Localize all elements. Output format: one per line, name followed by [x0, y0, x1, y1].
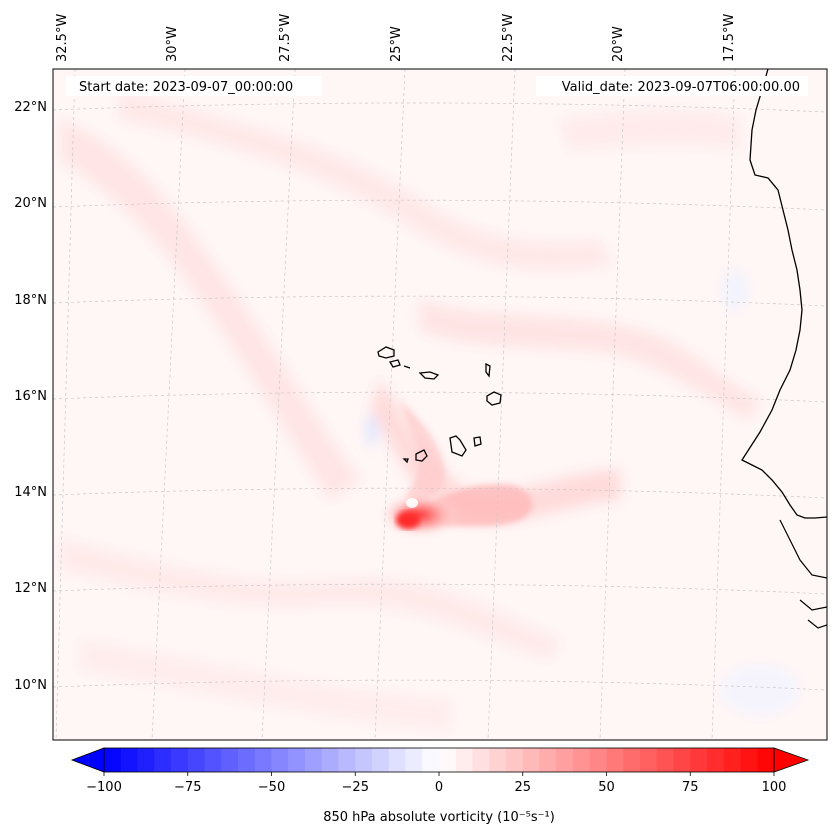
- colorbar-tick-label: −75: [174, 780, 201, 795]
- lat-label: 12°N: [14, 581, 47, 596]
- colorbar-cell: [120, 748, 138, 772]
- colorbar-cell: [154, 748, 172, 772]
- vorticity-field: [60, 90, 800, 730]
- coastline-west-africa: [741, 69, 827, 519]
- colorbar-cell: [455, 748, 473, 772]
- colorbar-cell: [254, 748, 272, 772]
- colorbar-tick-label: −25: [342, 780, 369, 795]
- lon-label: 27.5°W: [278, 14, 293, 62]
- colorbar-cell: [472, 748, 490, 772]
- lat-label: 10°N: [14, 678, 47, 693]
- colorbar-cell: [171, 748, 189, 772]
- colorbar-label: 850 hPa absolute vorticity (10⁻⁵s⁻¹): [323, 810, 555, 825]
- colorbar-cell: [640, 748, 658, 772]
- valid-date-label: Valid_date: 2023-09-07T06:00:00.00: [562, 80, 800, 95]
- start-date-label: Start date: 2023-09-07_00:00:00: [79, 80, 293, 95]
- colorbar-cell: [388, 748, 406, 772]
- colorbar-cell: [556, 748, 574, 772]
- colorbar-extend-right: [773, 747, 810, 773]
- lon-label: 20°W: [611, 26, 626, 62]
- map-background: [53, 69, 827, 740]
- lat-label: 20°N: [14, 196, 47, 211]
- lat-label: 14°N: [14, 485, 47, 500]
- colorbar-cell: [321, 748, 339, 772]
- colorbar-cell: [271, 748, 289, 772]
- colorbar-cell: [372, 748, 390, 772]
- colorbar-cell: [539, 748, 557, 772]
- colorbar-cell: [489, 748, 507, 772]
- colorbar-tick-label: −100: [86, 780, 122, 795]
- lon-label: 22.5°W: [501, 14, 516, 62]
- lat-label: 16°N: [14, 389, 47, 404]
- colorbar-cell: [439, 748, 457, 772]
- colorbar-cell: [723, 748, 741, 772]
- colorbar-cell: [506, 748, 524, 772]
- colorbar-tick-label: 50: [598, 780, 615, 795]
- colorbar-tick-label: −50: [258, 780, 285, 795]
- lat-label: 22°N: [14, 100, 47, 115]
- colorbar-cell: [573, 748, 591, 772]
- colorbar-tick-label: 25: [514, 780, 531, 795]
- longitude-labels: 32.5°W 30°W 27.5°W 25°W 22.5°W 20°W 17.5…: [55, 14, 737, 62]
- colorbar-cell: [707, 748, 725, 772]
- colorbar-tick-label: 0: [435, 780, 443, 795]
- colorbar-cell: [422, 748, 440, 772]
- colorbar-cell: [238, 748, 256, 772]
- colorbar-cell: [137, 748, 155, 772]
- lon-label: 30°W: [165, 26, 180, 62]
- colorbar-cell: [204, 748, 222, 772]
- colorbar: −100 −75 −50 −25 0 25 50 75 100 850 hPa absolute…: [70, 747, 810, 825]
- colorbar-cell: [187, 748, 205, 772]
- colorbar-cell: [656, 748, 674, 772]
- colorbar-extend-left: [70, 747, 105, 773]
- map-panel: Start date: 2023-09-07_00:00:00 Valid_da…: [14, 14, 828, 741]
- lon-label: 25°W: [389, 26, 404, 62]
- cape-verde-islands: [377, 346, 502, 464]
- vortex-core: [380, 493, 460, 537]
- colorbar-cells: [104, 748, 775, 772]
- graticule: [53, 69, 827, 740]
- colorbar-cell: [589, 748, 607, 772]
- colorbar-cell: [757, 748, 775, 772]
- colorbar-tick-label: 100: [762, 780, 787, 795]
- colorbar-cell: [740, 748, 758, 772]
- lat-label: 18°N: [14, 293, 47, 308]
- colorbar-cell: [104, 748, 122, 772]
- colorbar-cell: [305, 748, 323, 772]
- colorbar-cell: [623, 748, 641, 772]
- colorbar-ticks: −100 −75 −50 −25 0 25 50 75 100: [86, 772, 786, 795]
- colorbar-cell: [405, 748, 423, 772]
- colorbar-cell: [288, 748, 306, 772]
- lon-label: 17.5°W: [722, 14, 737, 62]
- colorbar-tick-label: 75: [682, 780, 699, 795]
- colorbar-cell: [522, 748, 540, 772]
- colorbar-cell: [606, 748, 624, 772]
- colorbar-cell: [690, 748, 708, 772]
- colorbar-cell: [338, 748, 356, 772]
- colorbar-cell: [221, 748, 239, 772]
- map-frame: [52, 68, 828, 741]
- lon-label: 32.5°W: [55, 14, 70, 62]
- colorbar-cell: [673, 748, 691, 772]
- colorbar-cell: [355, 748, 373, 772]
- latitude-labels: 22°N 20°N 18°N 16°N 14°N 12°N 10°N: [14, 100, 47, 693]
